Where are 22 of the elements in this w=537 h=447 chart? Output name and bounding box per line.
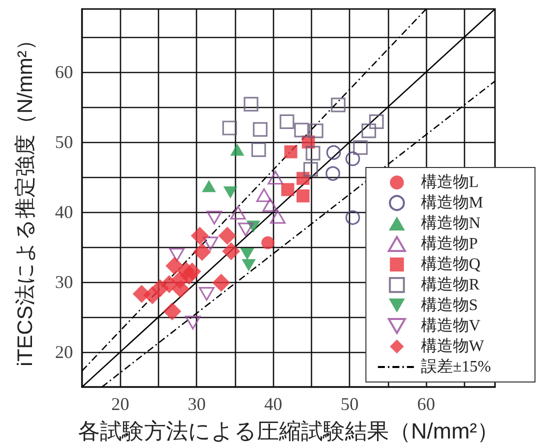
legend-label: 構造物L (420, 173, 479, 191)
x-tick-label: 30 (188, 394, 206, 414)
legend-label: 構造物W (420, 337, 485, 355)
legend-label: 構造物V (420, 316, 481, 334)
legend-label: 構造物R (420, 276, 480, 294)
legend-label: 構造物N (420, 214, 481, 232)
y-tick-label: 50 (55, 132, 73, 152)
y-tick-label: 60 (55, 62, 73, 82)
legend-label: 誤差±15% (420, 358, 491, 376)
legend-label: 構造物P (420, 234, 478, 252)
x-axis-title: 各試験方法による圧縮試験結果（N/mm²） (78, 418, 499, 444)
x-tick-label: 60 (417, 394, 436, 414)
y-tick-label: 30 (55, 272, 73, 292)
legend-label: 構造物Q (420, 255, 481, 273)
x-tick-label: 20 (111, 394, 130, 414)
legend-label: 構造物M (420, 194, 484, 212)
y-tick-label: 40 (55, 202, 73, 222)
y-tick-label: 20 (55, 342, 73, 362)
legend-label: 構造物S (420, 296, 478, 314)
x-tick-label: 40 (264, 394, 282, 414)
y-axis-title: iTECS法による推定強度（N/mm²） (14, 30, 37, 366)
x-tick-label: 50 (340, 394, 359, 414)
